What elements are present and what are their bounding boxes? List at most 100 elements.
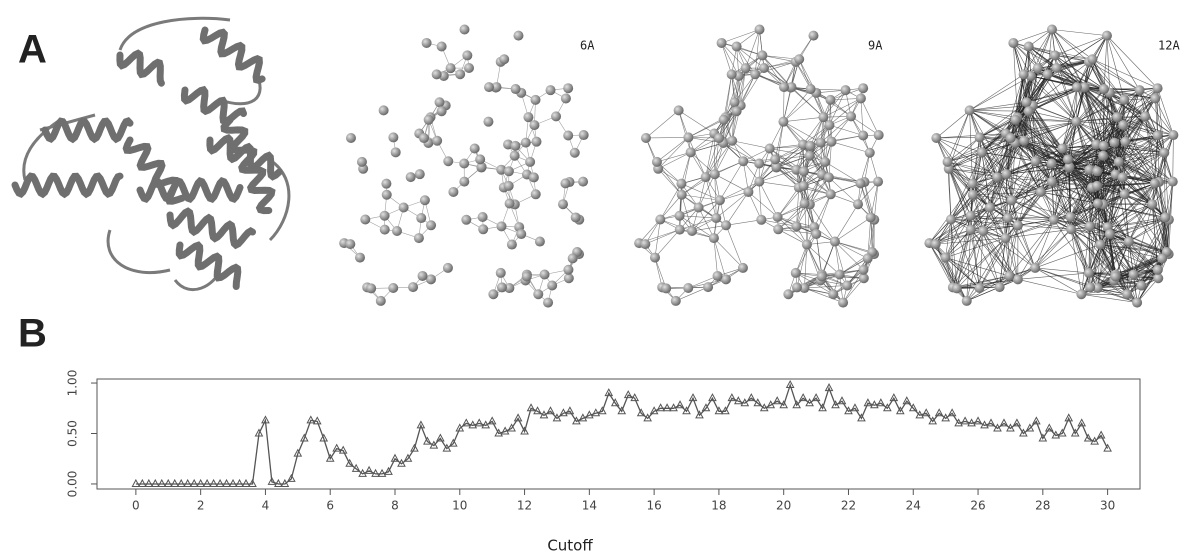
- node: [791, 268, 801, 278]
- node: [1050, 50, 1060, 60]
- node: [1019, 69, 1029, 79]
- network: [924, 24, 1178, 307]
- node: [382, 190, 392, 200]
- node: [513, 31, 523, 41]
- helix: [203, 30, 262, 80]
- node: [641, 133, 651, 143]
- node: [1140, 111, 1150, 121]
- edge: [726, 220, 761, 225]
- point: [236, 480, 243, 487]
- edge: [835, 217, 871, 241]
- node: [711, 213, 721, 223]
- node: [965, 105, 975, 115]
- node: [1057, 143, 1067, 153]
- node: [824, 172, 834, 182]
- node: [496, 268, 506, 278]
- edge: [783, 122, 809, 156]
- node: [677, 190, 687, 200]
- node: [432, 69, 442, 79]
- node: [531, 189, 541, 199]
- node: [865, 148, 875, 158]
- node: [873, 177, 883, 187]
- node: [523, 112, 533, 122]
- node: [462, 50, 472, 60]
- node: [543, 298, 553, 308]
- node: [448, 187, 458, 197]
- node: [558, 199, 568, 209]
- node: [484, 82, 494, 92]
- node: [1084, 268, 1094, 278]
- edge: [658, 137, 688, 168]
- node: [754, 159, 764, 169]
- node: [432, 136, 442, 146]
- node: [826, 95, 836, 105]
- network-images: [339, 24, 1178, 307]
- node: [817, 272, 827, 282]
- node: [759, 63, 769, 73]
- node: [773, 224, 783, 234]
- x-tick-label: 8: [391, 499, 399, 513]
- node: [419, 133, 429, 143]
- node: [408, 282, 418, 292]
- point: [476, 419, 483, 426]
- node: [424, 115, 434, 125]
- node: [464, 63, 474, 73]
- node: [1105, 229, 1115, 239]
- edge: [759, 182, 761, 220]
- node: [511, 84, 521, 94]
- node: [551, 111, 561, 121]
- protein-cartoon: [15, 18, 289, 289]
- node: [995, 282, 1005, 292]
- node: [1008, 38, 1018, 48]
- node: [863, 253, 873, 263]
- node: [858, 131, 868, 141]
- edge: [948, 137, 980, 161]
- node: [522, 272, 532, 282]
- y-tick-label: 0.00: [66, 471, 80, 498]
- network: [339, 24, 589, 307]
- node: [783, 289, 793, 299]
- node: [874, 130, 884, 140]
- point: [988, 419, 995, 426]
- point: [197, 480, 204, 487]
- node: [966, 211, 976, 221]
- x-tick-label: 4: [262, 499, 270, 513]
- edge: [1173, 135, 1174, 182]
- node: [1114, 157, 1124, 167]
- node: [1120, 189, 1130, 199]
- node: [732, 41, 742, 51]
- node: [399, 202, 409, 212]
- node: [418, 271, 428, 281]
- node: [853, 199, 863, 209]
- node: [1071, 117, 1081, 127]
- edge: [783, 122, 820, 143]
- node: [443, 156, 453, 166]
- node: [841, 85, 851, 95]
- node: [461, 215, 471, 225]
- node: [824, 120, 834, 130]
- x-tick-label: 20: [776, 499, 791, 513]
- edge: [1018, 279, 1082, 294]
- edge: [783, 117, 823, 122]
- node: [811, 229, 821, 239]
- edge: [970, 74, 1024, 110]
- node: [437, 41, 447, 51]
- node: [856, 93, 866, 103]
- node: [676, 179, 686, 189]
- edge: [1155, 98, 1173, 135]
- node: [756, 215, 766, 225]
- node: [858, 83, 868, 93]
- node: [563, 265, 573, 275]
- node: [686, 147, 696, 157]
- point: [851, 404, 858, 411]
- node: [1001, 169, 1011, 179]
- node: [992, 172, 1002, 182]
- node: [470, 143, 480, 153]
- edge: [658, 152, 691, 168]
- node: [1085, 221, 1095, 231]
- node: [755, 24, 765, 34]
- node: [805, 151, 815, 161]
- edge: [1071, 229, 1089, 273]
- node: [504, 166, 514, 176]
- node: [1102, 31, 1112, 41]
